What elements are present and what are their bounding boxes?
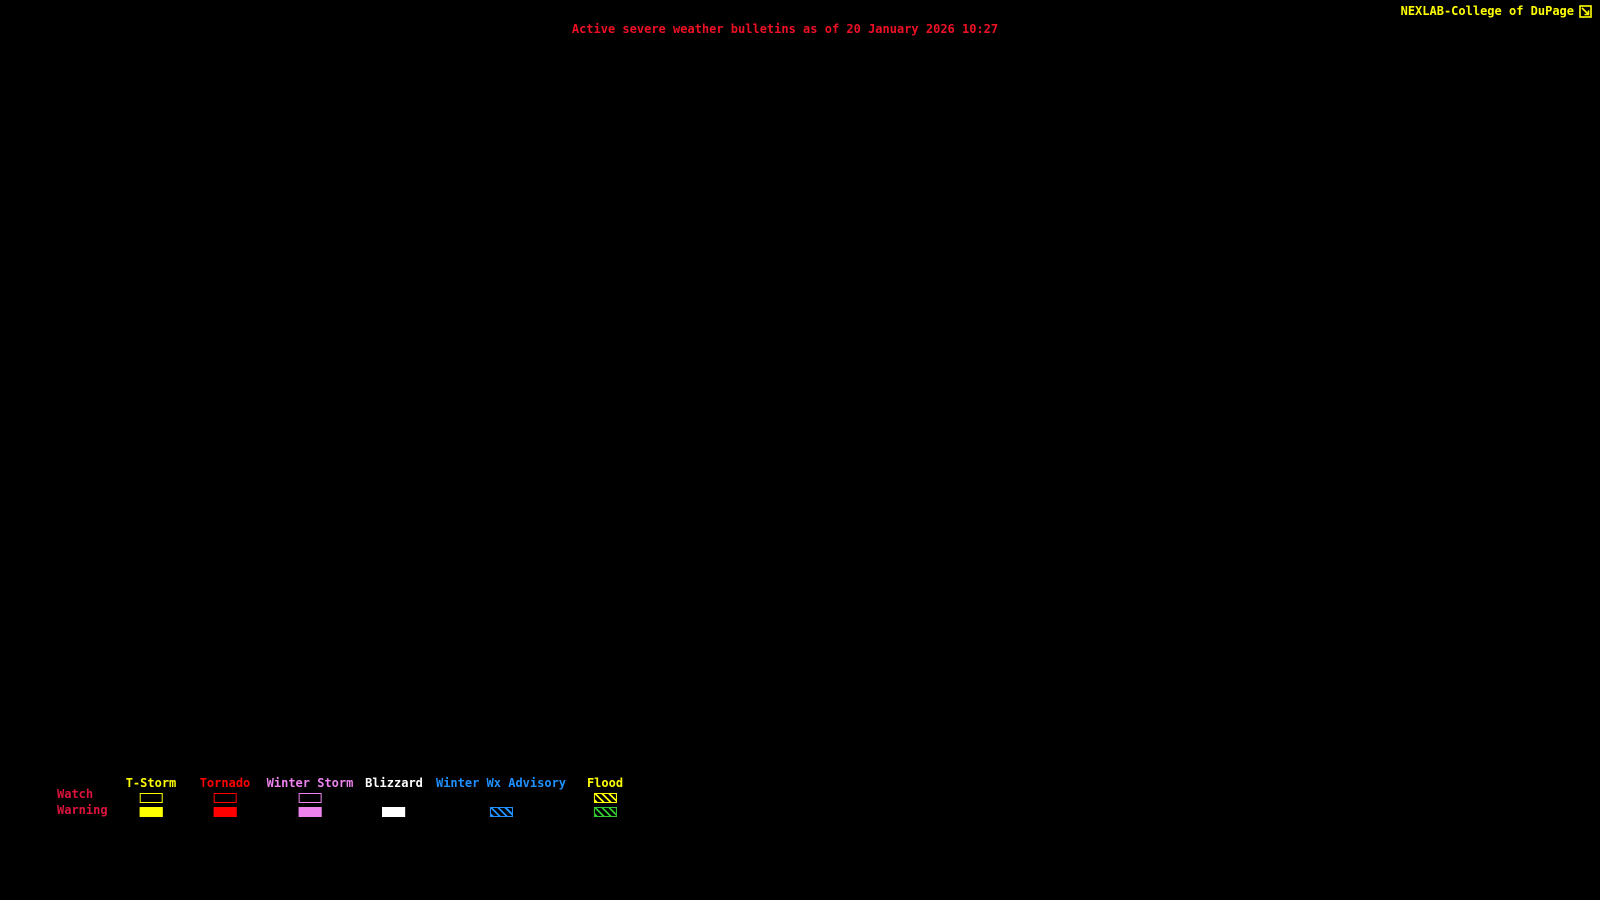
legend-column-label: Winter Storm (266, 776, 354, 790)
legend-warning-swatch (593, 807, 617, 817)
legend-watch-swatch (213, 793, 237, 803)
legend-column-tornado: Tornado (199, 776, 251, 817)
legend: Watch Warning T-Storm Tornado Winter Sto… (0, 775, 1600, 835)
legend-column-label: Tornado (199, 776, 251, 790)
legend-column-tstorm: T-Storm (125, 776, 177, 817)
legend-column-winter-storm: Winter Storm (266, 776, 354, 817)
legend-watch-swatch (139, 793, 163, 803)
legend-column-label: Flood (586, 776, 624, 790)
legend-warning-swatch (139, 807, 163, 817)
site-credit: NEXLAB-College of DuPage (1401, 4, 1592, 18)
legend-watch-row-label: Watch (57, 787, 94, 801)
legend-column-winter-wx-advisory: Winter Wx Advisory (436, 777, 566, 817)
legend-warning-swatch (213, 807, 237, 817)
legend-watch-swatch (298, 793, 322, 803)
legend-warning-row-label: Warning (57, 803, 108, 817)
legend-column-flood: Flood (587, 777, 623, 817)
legend-column-label: Winter Wx Advisory (435, 776, 567, 790)
legend-column-blizzard: Blizzard (365, 777, 423, 817)
legend-warning-swatch (298, 807, 322, 817)
legend-column-label: Blizzard (365, 776, 423, 790)
legend-column-label: T-Storm (125, 776, 177, 790)
nexlab-logo-icon (1579, 4, 1592, 18)
legend-warning-swatch (382, 807, 406, 817)
map-title: Active severe weather bulletins as of 20… (571, 22, 999, 36)
legend-warning-swatch (489, 807, 513, 817)
site-credit-label: NEXLAB-College of DuPage (1400, 4, 1574, 18)
legend-watch-swatch (593, 793, 617, 803)
